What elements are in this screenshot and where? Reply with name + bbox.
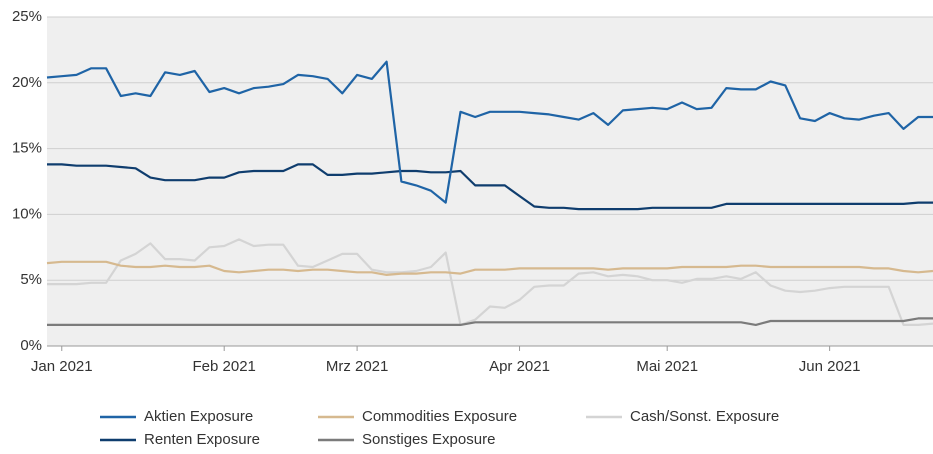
legend-label: Sonstiges Exposure — [362, 431, 495, 448]
plot-area — [47, 17, 933, 346]
series-line — [46, 260, 933, 276]
x-tick-label: Mrz 2021 — [326, 358, 389, 375]
y-tick-label: 5% — [20, 271, 42, 288]
x-tick-label: Jun 2021 — [799, 358, 861, 375]
y-tick-label: 15% — [12, 140, 42, 157]
x-tick-label: Feb 2021 — [193, 358, 256, 375]
x-tick-label: Jan 2021 — [31, 358, 93, 375]
series-line — [47, 163, 933, 211]
y-tick-label: 25% — [12, 8, 42, 25]
legend-label: Commodities Exposure — [362, 408, 517, 425]
x-tick-label: Mai 2021 — [636, 358, 698, 375]
x-tick-label: Apr 2021 — [489, 358, 550, 375]
series-line — [47, 238, 933, 326]
y-tick-label: 0% — [20, 337, 42, 354]
y-tick-label: 20% — [12, 74, 42, 91]
legend-label: Renten Exposure — [144, 431, 260, 448]
legend-label: Cash/Sonst. Exposure — [630, 408, 779, 425]
y-tick-label: 10% — [12, 205, 42, 222]
series-line — [46, 60, 933, 204]
series-line — [47, 317, 933, 326]
legend-label: Aktien Exposure — [144, 408, 253, 425]
